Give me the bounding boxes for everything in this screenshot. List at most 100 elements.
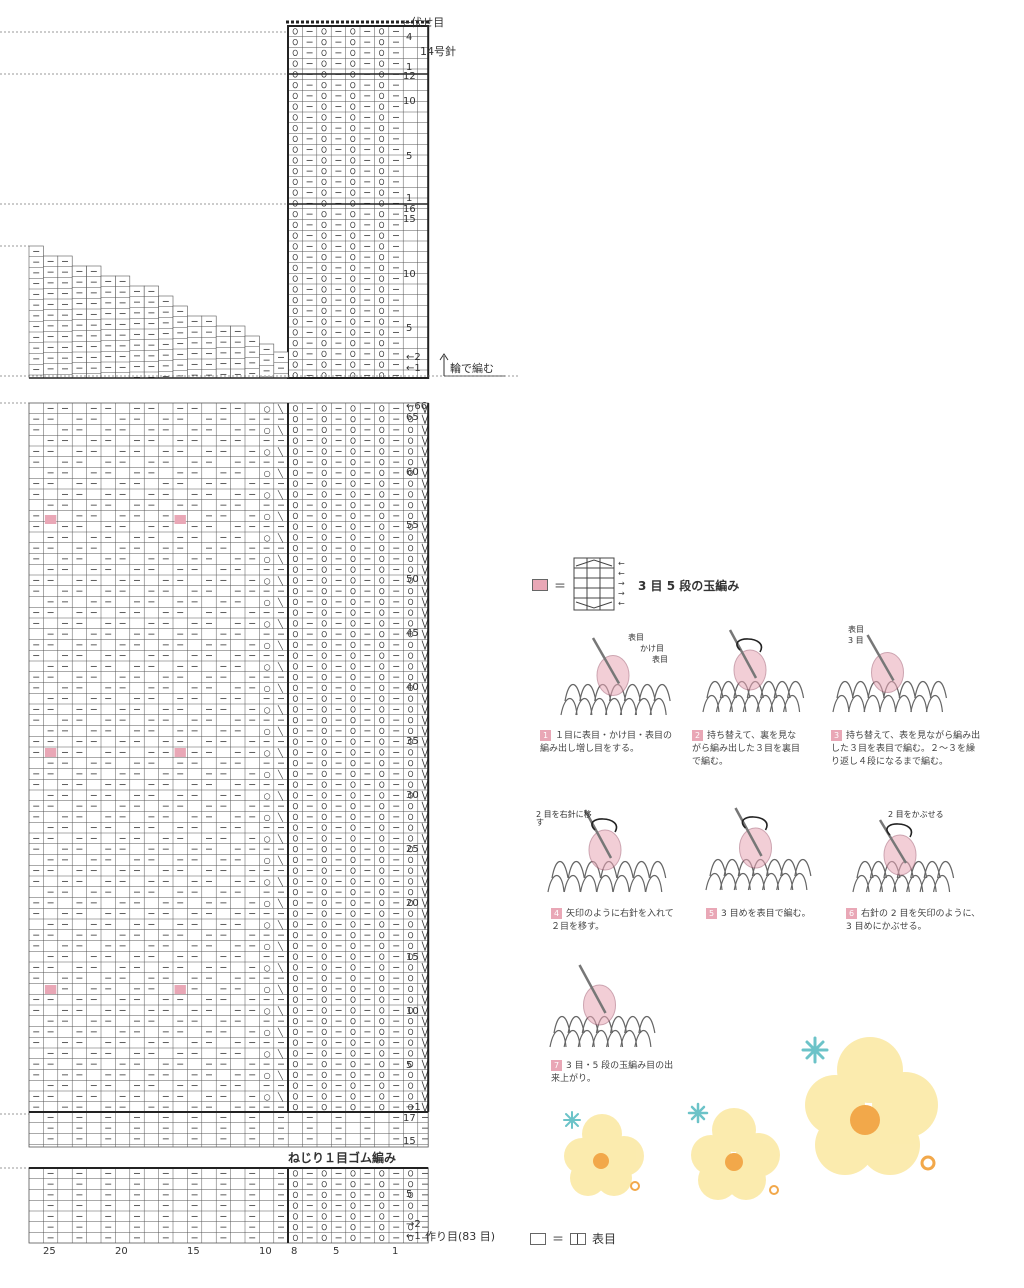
svg-text:○: ○ — [264, 942, 271, 951]
svg-text:╲: ╲ — [277, 425, 284, 435]
flower-decoration — [563, 1111, 644, 1196]
svg-text:○: ○ — [264, 1028, 271, 1037]
row-number: ←2 — [406, 352, 421, 363]
svg-text:╲: ╲ — [277, 704, 284, 714]
svg-text:╲: ╲ — [277, 962, 284, 972]
row-number: 35 — [406, 736, 419, 747]
svg-text:○: ○ — [264, 1071, 271, 1080]
step-2-illustration — [702, 629, 805, 713]
column-number: 25 — [43, 1246, 56, 1257]
knit-in-round-label: 輪で編む — [450, 362, 494, 375]
row-number: ←66 — [406, 401, 428, 412]
row-number: 10 — [403, 96, 416, 107]
svg-text:→: → — [618, 589, 625, 598]
row-number: ←1 — [406, 363, 421, 374]
svg-text:╲: ╲ — [277, 941, 284, 951]
svg-text:○: ○ — [264, 856, 271, 865]
step-1-caption: 1 １目に表目・かけ目・表目の編み出し増し目をする。 — [540, 730, 673, 754]
svg-text:╲: ╲ — [277, 618, 284, 628]
svg-text:╲: ╲ — [277, 876, 284, 886]
column-number: 5 — [333, 1246, 340, 1257]
knit-legend: ＝ 表目 — [530, 1230, 616, 1247]
svg-text:○: ○ — [264, 727, 271, 736]
svg-text:╲: ╲ — [277, 597, 284, 607]
row-number: 5 — [406, 151, 413, 162]
row-number: 45 — [406, 628, 419, 639]
row-number: 4 — [406, 32, 413, 43]
svg-text:╲: ╲ — [277, 1027, 284, 1037]
svg-text:╲: ╲ — [277, 1091, 284, 1101]
svg-text:←: ← — [618, 569, 625, 578]
svg-text:○: ○ — [264, 985, 271, 994]
svg-text:○: ○ — [264, 899, 271, 908]
svg-text:○: ○ — [264, 684, 271, 693]
cast-on-label: 作り目(83 目) — [425, 1230, 496, 1243]
bobble-legend: ＝ ← ← → → ← 3 目 5 段の玉編み — [532, 556, 739, 614]
bobble-legend-text: 3 目 5 段の玉編み — [638, 578, 740, 593]
svg-text:╲: ╲ — [277, 575, 284, 585]
svg-text:○: ○ — [264, 404, 271, 413]
svg-text:←: ← — [618, 599, 625, 608]
step-6-caption: 6 右針の 2 目を矢印のように、3 目めにかぶせる。 — [846, 908, 981, 932]
step-5-illustration — [705, 807, 812, 891]
knit-swatch — [530, 1232, 546, 1245]
row-number: 15 — [403, 214, 416, 225]
svg-text:○: ○ — [264, 490, 271, 499]
flower-decoration — [687, 1102, 780, 1200]
row-number: 30 — [406, 790, 419, 801]
svg-text:╲: ╲ — [277, 1048, 284, 1058]
row-number: 12 — [403, 71, 416, 82]
step-1-label: 表目 — [652, 655, 668, 664]
svg-text:○: ○ — [264, 555, 271, 564]
step-3-illustration — [832, 634, 948, 713]
bobble-mark — [174, 748, 186, 757]
body-chart-grid: ○ ╲ ○ ╲ ○ ╲ ○ ╲ ○ ╲ ○ ╲ ○ ╲ ○ ╲ ○ ╲ ○ ╲ ○ ╲ ○ ╲ ○ ╲ ○ ╲ ○ ╲ ○ ╲ ○ ╲ ○ ╲ ○ ╲ ○ ╲… — [28, 402, 429, 1113]
svg-text:╲: ╲ — [277, 446, 284, 456]
step-3-label: 表目 — [848, 625, 864, 634]
svg-text:○: ○ — [264, 1092, 271, 1101]
step-6-label: 2 目をかぶせる — [888, 810, 944, 819]
svg-text:○: ○ — [264, 791, 271, 800]
step-4-illustration — [547, 809, 667, 893]
upper-column-grid — [287, 25, 429, 379]
bobble-mark — [44, 515, 57, 524]
step-6-illustration — [852, 819, 955, 893]
row-number: 10 — [403, 269, 416, 280]
row-number: 5 — [406, 323, 413, 334]
row-number: 16 — [403, 204, 416, 215]
svg-text:╲: ╲ — [277, 812, 284, 822]
step-4-label: 2 目を右針に移す — [536, 810, 592, 827]
svg-text:╲: ╲ — [277, 1070, 284, 1080]
svg-text:○: ○ — [264, 533, 271, 542]
svg-text:○: ○ — [264, 619, 271, 628]
flower-decoration — [801, 1036, 938, 1175]
ribbing-lower-grid — [28, 1167, 429, 1244]
svg-text:╲: ╲ — [277, 833, 284, 843]
svg-text:○: ○ — [264, 662, 271, 671]
svg-text:╲: ╲ — [277, 511, 284, 521]
svg-text:○: ○ — [264, 576, 271, 585]
svg-text:○: ○ — [264, 598, 271, 607]
svg-text:╲: ╲ — [277, 747, 284, 757]
svg-text:╲: ╲ — [277, 554, 284, 564]
svg-text:○: ○ — [264, 748, 271, 757]
row-number: 5 — [406, 1189, 413, 1200]
row-number: 10 — [406, 1006, 419, 1017]
bobble-mini-chart: ← ← → → ← — [573, 557, 625, 611]
svg-text:○: ○ — [264, 705, 271, 714]
svg-text:╲: ╲ — [277, 683, 284, 693]
svg-text:╲: ╲ — [277, 403, 284, 413]
svg-text:○: ○ — [264, 963, 271, 972]
step-4-caption: 4 矢印のように右針を入れて２目を移す。 — [551, 908, 674, 932]
row-number: 1 — [406, 193, 413, 204]
svg-text:○: ○ — [264, 426, 271, 435]
svg-text:○: ○ — [264, 1049, 271, 1058]
svg-text:╲: ╲ — [277, 661, 284, 671]
svg-text:╲: ╲ — [277, 898, 284, 908]
svg-text:╲: ╲ — [277, 919, 284, 929]
column-number: 1 — [392, 1246, 399, 1257]
svg-text:╲: ╲ — [277, 640, 284, 650]
row-number: 40 — [406, 682, 419, 693]
needle-size-label: 14号針 — [420, 45, 456, 58]
